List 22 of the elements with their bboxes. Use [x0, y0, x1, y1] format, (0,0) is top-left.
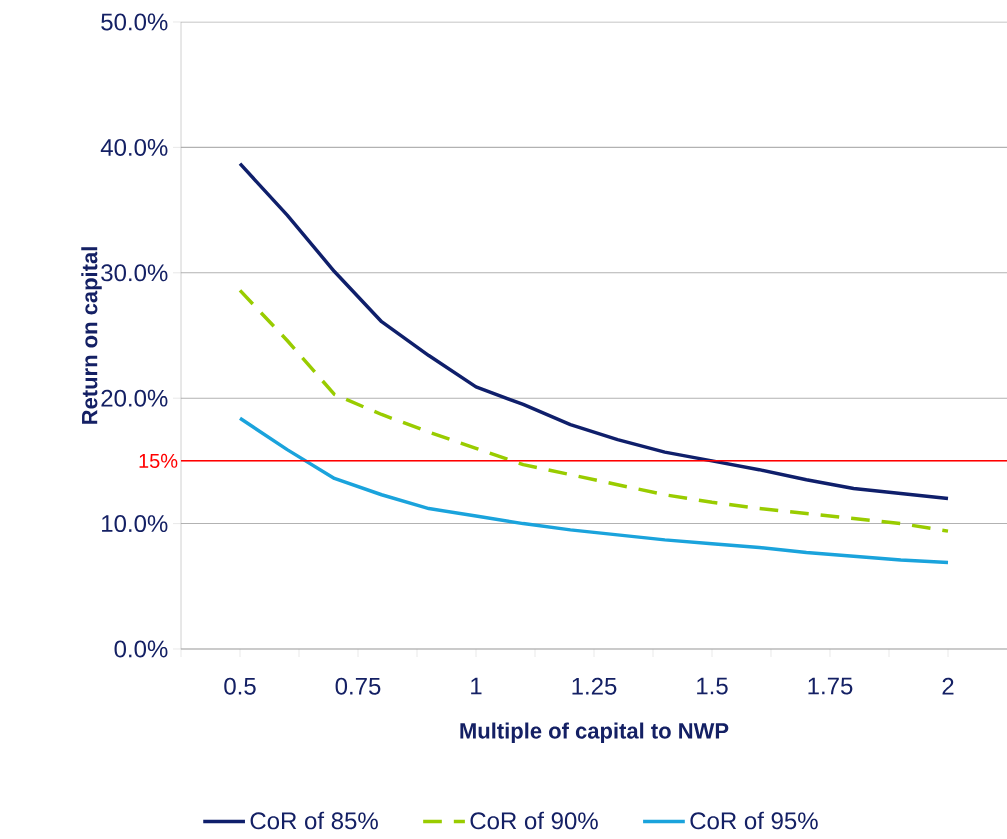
legend-label: CoR of 85%	[250, 811, 378, 830]
x-tick-label: 1	[471, 677, 482, 695]
x-tick-label: 0.5	[224, 677, 256, 695]
line-series	[238, 416, 950, 565]
x-axis-title: Multiple of capital to NWP	[460, 722, 729, 744]
y-tick-label: 10.0%	[102, 515, 168, 533]
x-tick-label: 1.75	[808, 677, 853, 695]
y-tick-label: 40.0%	[100, 138, 168, 156]
legend-label: CoR of 95%	[690, 811, 818, 830]
x-tick-label: 1.25	[572, 677, 617, 695]
x-tick-label: 2	[942, 677, 954, 695]
y-tick-label: 20.0%	[101, 389, 168, 407]
y-tick-label: 30.0%	[101, 264, 168, 282]
line-series	[238, 161, 950, 501]
line-series	[238, 288, 950, 533]
x-tick-label: 1.5	[697, 677, 728, 695]
y-tick-label: 50.0%	[101, 13, 168, 31]
y-axis-title: Return on capital	[81, 247, 102, 424]
legend-label: CoR of 90%	[470, 811, 598, 830]
x-tick-label: 0.75	[335, 677, 381, 695]
y-tick-label: 0.0%	[114, 640, 168, 658]
ref-line-label: 15%	[139, 453, 178, 468]
